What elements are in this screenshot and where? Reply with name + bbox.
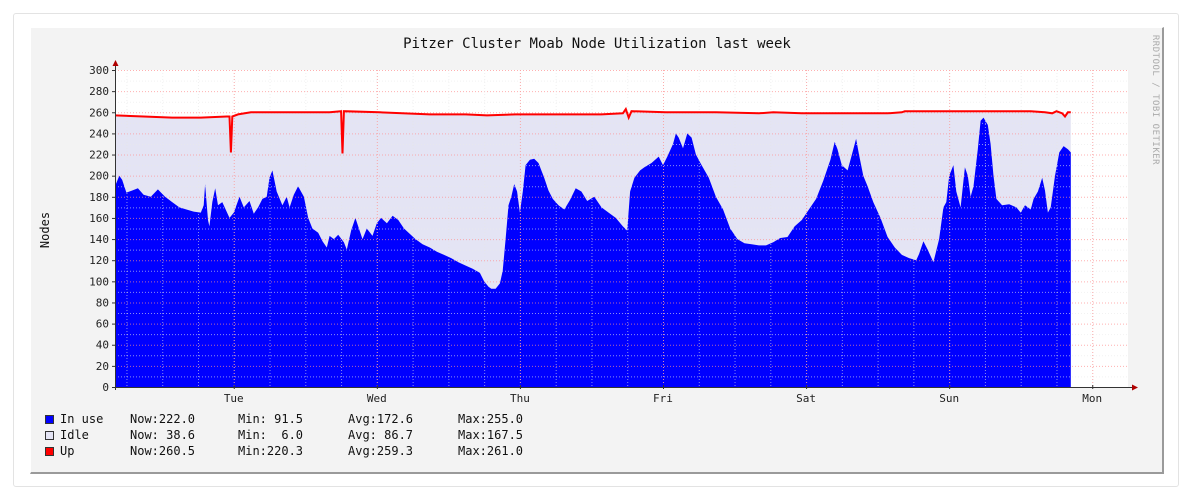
legend-min: Min:220.3	[238, 444, 304, 458]
y-tick-label: 80	[96, 296, 109, 309]
x-tick-label: Wed	[367, 392, 387, 405]
legend-row-inuse: In use Now:222.0 Min: 91.5 Avg:172.6 Max…	[45, 411, 558, 427]
up-line-layer	[114, 106, 1071, 154]
legend-now: Now:260.5	[130, 444, 196, 458]
series-inuse-area	[115, 117, 1071, 387]
chart-title: Pitzer Cluster Moab Node Utilization las…	[403, 36, 791, 52]
legend-now: Now: 38.6	[130, 428, 196, 442]
grid-layer	[115, 70, 1128, 388]
legend-swatch-up	[45, 446, 54, 456]
legend-now: Now:222.0	[130, 412, 196, 426]
legend-min: Min: 6.0	[238, 428, 304, 442]
x-tick-label: Sun	[939, 392, 959, 405]
y-tick-label: 120	[89, 254, 109, 267]
y-tick-label: 100	[89, 275, 109, 288]
y-tick-label: 220	[89, 149, 109, 162]
y-tick-label: 180	[89, 191, 109, 204]
legend-min: Min: 91.5	[238, 412, 304, 426]
y-tick-label: 240	[89, 127, 109, 140]
x-tick-label: Thu	[510, 392, 530, 405]
x-tick-label: Fri	[653, 392, 673, 405]
series-idle-area	[115, 109, 1071, 289]
y-tick-label: 20	[96, 360, 109, 373]
x-tick-label: Sat	[796, 392, 816, 405]
legend-name: In use	[60, 412, 104, 426]
y-tick-label: 0	[102, 381, 109, 394]
x-tick-label: Mon	[1082, 392, 1102, 405]
legend-avg: Avg: 86.7	[348, 428, 414, 442]
y-tick-label: 280	[89, 85, 109, 98]
y-tick-label: 140	[89, 233, 109, 246]
y-axis-arrow	[112, 60, 119, 66]
legend-swatch-inuse	[45, 414, 54, 424]
y-tick-label: 200	[89, 170, 109, 183]
legend-row-idle: Idle Now: 38.6 Min: 6.0 Avg: 86.7 Max:16…	[45, 427, 558, 443]
legend-row-up: Up Now:260.5 Min:220.3 Avg:259.3 Max:261…	[45, 443, 558, 459]
y-tick-label: 260	[89, 106, 109, 119]
legend-max: Max:167.5	[458, 428, 524, 442]
x-axis-arrow	[1132, 384, 1138, 391]
legend-swatch-idle	[45, 430, 54, 440]
x-tick-labels: Tue Wed Thu Fri Sat Sun Mon	[224, 392, 1102, 405]
y-tick-label: 40	[96, 339, 109, 352]
legend-name: Idle	[60, 428, 89, 442]
legend-max: Max:255.0	[458, 412, 524, 426]
legend: In use Now:222.0 Min: 91.5 Avg:172.6 Max…	[45, 411, 558, 459]
series-up-line	[114, 106, 1071, 154]
legend-avg: Avg:172.6	[348, 412, 414, 426]
legend-max: Max:261.0	[458, 444, 524, 458]
y-tick-label: 60	[96, 318, 109, 331]
legend-name: Up	[60, 444, 75, 458]
legend-avg: Avg:259.3	[348, 444, 414, 458]
x-tick-label: Tue	[224, 392, 244, 405]
axes-layer	[112, 60, 1138, 391]
y-tick-labels: 0 20 40 60 80 100 120 140 160 180 200 220 240 260 280 3…	[89, 64, 109, 394]
y-tick-label: 300	[89, 64, 109, 77]
y-tick-label: 160	[89, 212, 109, 225]
